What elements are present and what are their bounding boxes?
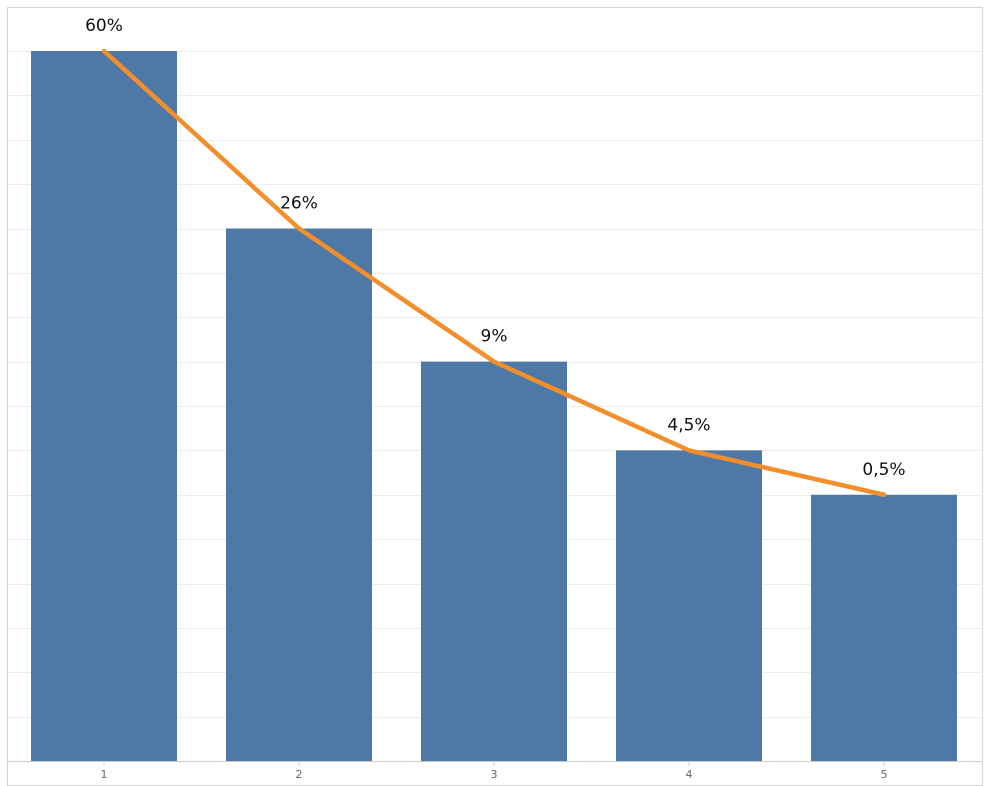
data-label-3: 9% <box>481 327 508 347</box>
bar-3 <box>421 361 567 761</box>
data-label-4: 4,5% <box>667 415 710 435</box>
x-tick-label-3: 3 <box>491 768 498 781</box>
data-label-1: 60% <box>85 16 123 36</box>
data-labels: 60% 26% 9% 4,5% 0,5% <box>85 16 906 480</box>
x-tick-label-5: 5 <box>881 768 888 781</box>
x-tick-labels: 1 2 3 4 5 <box>101 761 888 781</box>
bar-1 <box>31 51 177 761</box>
bar-4 <box>616 450 762 761</box>
data-label-5: 0,5% <box>862 460 905 480</box>
bars <box>31 51 957 761</box>
x-tick-label-2: 2 <box>296 768 303 781</box>
x-tick-label-1: 1 <box>101 768 108 781</box>
data-label-2: 26% <box>280 194 318 214</box>
x-tick-label-4: 4 <box>686 768 693 781</box>
bar-5 <box>811 494 957 761</box>
bar-2 <box>226 228 372 761</box>
trend-line-layer <box>101 48 887 497</box>
trend-line <box>101 48 887 497</box>
